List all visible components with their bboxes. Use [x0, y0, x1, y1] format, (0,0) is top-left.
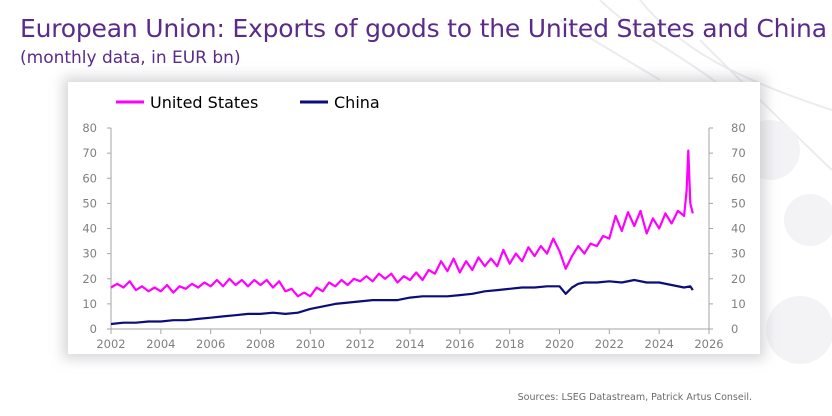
y-tick-label-right: 20 — [731, 272, 746, 286]
x-tick-label: 2010 — [296, 337, 325, 351]
x-tick-label: 2022 — [595, 337, 624, 351]
y-tick-label-left: 10 — [82, 297, 97, 311]
y-tick-label-left: 80 — [82, 121, 97, 135]
chart-panel — [68, 82, 760, 354]
y-tick-label-left: 60 — [82, 171, 97, 185]
y-tick-label-left: 40 — [82, 222, 97, 236]
y-tick-label-right: 30 — [731, 247, 746, 261]
source-note: Sources: LSEG Datastream, Patrick Artus … — [517, 392, 752, 403]
series-line-china — [110, 278, 694, 326]
y-tick-label-right: 80 — [731, 121, 746, 135]
x-tick-label: 2006 — [196, 337, 225, 351]
y-tick-label-right: 0 — [731, 322, 738, 336]
x-tick-label: 2020 — [545, 337, 574, 351]
x-tick-label: 2018 — [495, 337, 524, 351]
legend-label-united-states: United States — [150, 93, 258, 112]
x-tick-label: 2012 — [346, 337, 375, 351]
y-tick-label-right: 10 — [731, 297, 746, 311]
y-tick-label-right: 70 — [731, 146, 746, 160]
x-tick-label: 2002 — [96, 337, 125, 351]
y-tick-label-left: 70 — [82, 146, 97, 160]
x-tick-label: 2016 — [445, 337, 474, 351]
y-tick-label-left: 50 — [82, 196, 97, 210]
x-tick-label: 2026 — [694, 337, 723, 351]
y-tick-label-right: 50 — [731, 196, 746, 210]
x-tick-label: 2014 — [395, 337, 424, 351]
x-tick-label: 2024 — [645, 337, 674, 351]
series-line-united-states — [110, 149, 694, 298]
legend-label-china: China — [334, 93, 380, 112]
x-tick-label: 2004 — [146, 337, 175, 351]
chart-subtitle: (monthly data, in EUR bn) — [20, 48, 241, 68]
y-tick-label-right: 60 — [731, 171, 746, 185]
y-tick-label-right: 40 — [731, 222, 746, 236]
x-tick-label: 2008 — [246, 337, 275, 351]
y-tick-label-left: 20 — [82, 272, 97, 286]
y-tick-label-left: 0 — [90, 322, 97, 336]
y-tick-label-left: 30 — [82, 247, 97, 261]
